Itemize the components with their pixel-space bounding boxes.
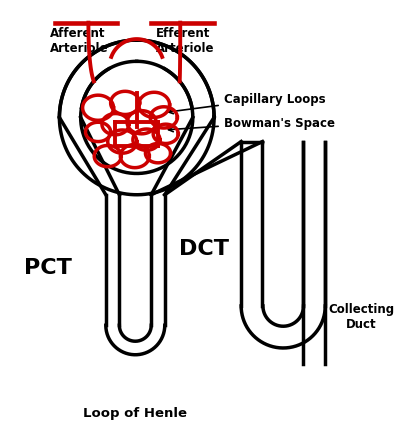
Text: PCT: PCT — [24, 258, 72, 278]
Text: Afferent
Arteriole: Afferent Arteriole — [50, 26, 108, 54]
Text: Loop of Henle: Loop of Henle — [83, 406, 187, 419]
Text: DCT: DCT — [180, 238, 230, 258]
Text: Collecting
Duct: Collecting Duct — [328, 302, 394, 330]
Text: Efferent
Arteriole: Efferent Arteriole — [156, 26, 214, 54]
Text: Bowman's Space: Bowman's Space — [168, 116, 335, 132]
Text: Capillary Loops: Capillary Loops — [168, 92, 325, 115]
